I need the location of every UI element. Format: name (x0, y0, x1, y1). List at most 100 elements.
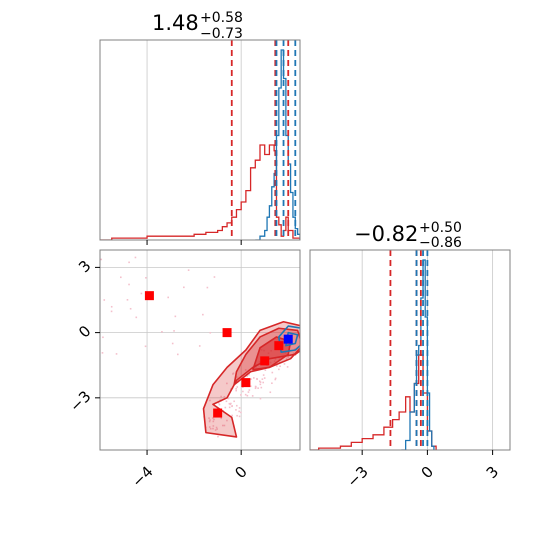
histogram-blue (255, 49, 300, 240)
marker-red (144, 291, 154, 301)
sample-point (248, 374, 250, 376)
marker-red (241, 378, 251, 388)
x-tick-label: −3 (343, 463, 371, 491)
histogram-blue (401, 259, 435, 450)
sample-point (220, 417, 223, 420)
x-tick-label: −4 (128, 463, 156, 491)
marker-red (274, 341, 284, 351)
sample-point (217, 401, 220, 404)
sample-point (235, 389, 237, 392)
sample-point (274, 377, 277, 380)
sample-point (110, 305, 113, 308)
sample-point (262, 381, 265, 384)
sample-point (231, 414, 233, 417)
sample-point (241, 386, 244, 388)
sample-point (212, 417, 214, 419)
sample-point (223, 424, 226, 427)
sample-point (258, 380, 261, 383)
sample-point (236, 386, 239, 388)
panel-frame (99, 249, 301, 451)
sample-point (257, 387, 259, 389)
sample-point (218, 403, 221, 406)
sample-point (261, 378, 264, 380)
sample-point (236, 414, 238, 417)
sample-point (183, 286, 185, 289)
sample-point (260, 386, 263, 389)
sample-point (212, 420, 215, 423)
sample-point (247, 391, 250, 393)
sample-point (240, 394, 242, 396)
marker-red (260, 356, 270, 366)
sample-point (100, 258, 103, 261)
sample-point (235, 376, 238, 378)
sample-point (278, 368, 280, 371)
sample-point (174, 315, 177, 318)
sample-point (135, 316, 138, 319)
sample-point (259, 397, 262, 400)
sample-point (246, 375, 248, 377)
sample-point (252, 377, 255, 379)
panel-frame (99, 39, 301, 241)
sample-point (128, 283, 130, 286)
sample-point (215, 426, 218, 429)
sample-point (244, 393, 247, 396)
sample-point (140, 292, 143, 295)
sample-point (209, 427, 212, 430)
sample-point (251, 395, 254, 397)
sample-point (238, 415, 241, 418)
sample-point (242, 390, 244, 393)
sample-point (134, 256, 137, 259)
sample-point (286, 366, 289, 368)
sample-point (279, 365, 281, 368)
y-tick-label: 0 (75, 322, 94, 341)
sample-point (129, 307, 132, 310)
marginal-x-panel: 1.48 +0.58 −0.73 (99, 10, 301, 245)
sample-point (209, 399, 211, 402)
sample-point (235, 387, 237, 390)
sample-point (229, 403, 232, 406)
marker-red (213, 408, 223, 418)
sample-point (228, 402, 231, 405)
marker-blue (283, 334, 293, 344)
sample-point (222, 424, 224, 427)
sample-point (187, 269, 190, 271)
joint-panel: −4 0 −3 0 3 (66, 249, 301, 491)
sample-point (235, 409, 237, 411)
sample-point (259, 381, 262, 383)
sample-point (227, 397, 230, 400)
sample-point (264, 369, 267, 371)
sample-point (145, 276, 147, 279)
sample-point (233, 400, 235, 403)
title-median-x: 1.48 (152, 11, 199, 35)
sample-point (231, 405, 233, 407)
sample-point (167, 296, 169, 299)
sample-point (276, 365, 278, 367)
title-minus-y: −0.86 (419, 235, 462, 251)
histogram-red (310, 354, 437, 450)
sample-point (263, 377, 266, 379)
title-plus-y: +0.50 (419, 220, 462, 236)
sample-point (217, 435, 219, 438)
sample-point (230, 402, 232, 405)
sample-point (110, 310, 113, 313)
sample-point (238, 410, 240, 413)
sample-point (216, 428, 218, 430)
density-contour (278, 325, 300, 353)
sample-point (232, 373, 234, 375)
sample-point (128, 261, 130, 264)
panel-frame (309, 249, 511, 451)
sample-point (271, 371, 274, 374)
sample-point (256, 377, 258, 380)
sample-point (259, 383, 262, 386)
x-tick-label: 3 (483, 463, 502, 482)
x-tick-label: 0 (231, 463, 250, 482)
sample-point (224, 406, 227, 409)
sample-point (238, 407, 241, 409)
sample-point (285, 357, 288, 360)
sample-point (214, 429, 217, 431)
sample-point (235, 404, 238, 407)
sample-point (254, 385, 257, 388)
sample-point (126, 299, 129, 301)
sample-point (103, 299, 106, 301)
sample-point (240, 411, 242, 414)
